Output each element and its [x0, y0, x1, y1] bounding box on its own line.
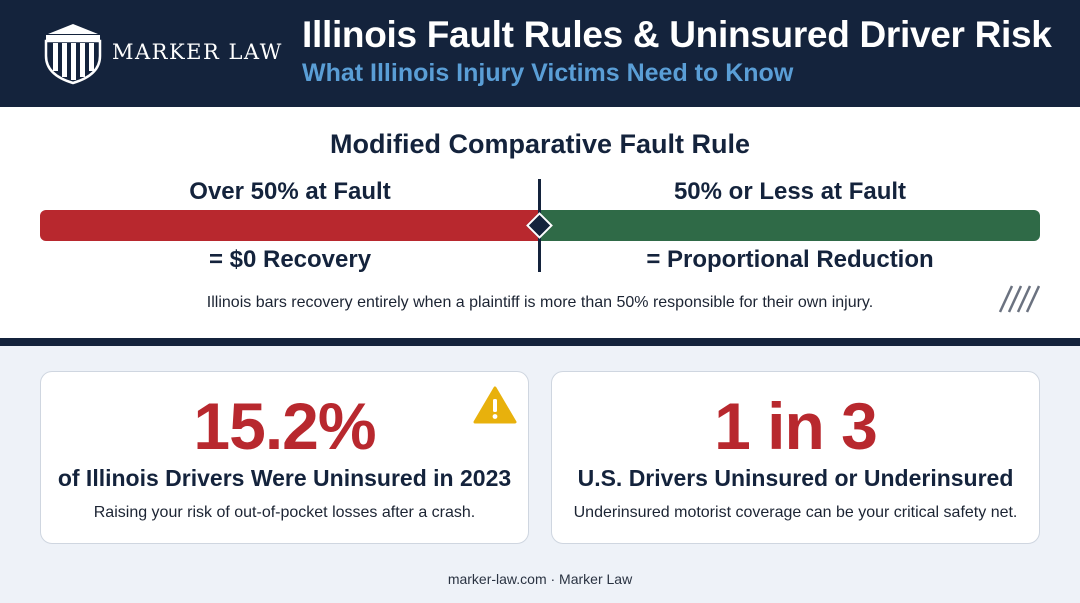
footer-credit: marker-law.com · Marker Law	[447, 571, 633, 587]
page-subtitle: What Illinois Injury Victims Need to Kno…	[302, 59, 794, 87]
brand-name: MARKER LAW	[112, 40, 283, 64]
over-fault-label: Over 50% at Fault	[189, 178, 391, 205]
warning-triangle-icon	[473, 385, 517, 425]
stat-description: Underinsured motorist coverage can be yo…	[573, 504, 1018, 521]
stat-heading: of Illinois Drivers Were Uninsured in 20…	[57, 465, 512, 491]
fault-rule-note: Illinois bars recovery entirely when a p…	[206, 294, 874, 311]
stat-value: 1 in 3	[714, 389, 878, 463]
under-fault-result: = Proportional Reduction	[646, 246, 934, 273]
stat-card-us-uninsured: 1 in 3 U.S. Drivers Uninsured or Underin…	[551, 371, 1040, 544]
section-divider-band	[0, 338, 1080, 346]
stat-value: 15.2%	[193, 389, 376, 463]
fault-rule-title: Modified Comparative Fault Rule	[329, 129, 751, 159]
stat-heading: U.S. Drivers Uninsured or Underinsured	[577, 465, 1014, 491]
fault-rule-section: Modified Comparative Fault Rule Over 50%…	[0, 107, 1080, 338]
under-fault-label: 50% or Less at Fault	[673, 178, 907, 205]
courthouse-pillars-shield-icon	[40, 20, 106, 86]
under-fault-bar	[540, 210, 1040, 241]
hatch-decoration-icon	[998, 284, 1040, 314]
page-title: Illinois Fault Rules & Uninsured Driver …	[302, 14, 1052, 55]
header-banner: MARKER LAW Illinois Fault Rules & Uninsu…	[0, 0, 1080, 107]
stat-description: Raising your risk of out-of-pocket losse…	[93, 504, 476, 521]
over-fault-result: = $0 Recovery	[208, 246, 372, 273]
over-fault-bar	[40, 210, 540, 241]
stat-card-illinois-uninsured: 15.2% of Illinois Drivers Were Uninsured…	[40, 371, 529, 544]
